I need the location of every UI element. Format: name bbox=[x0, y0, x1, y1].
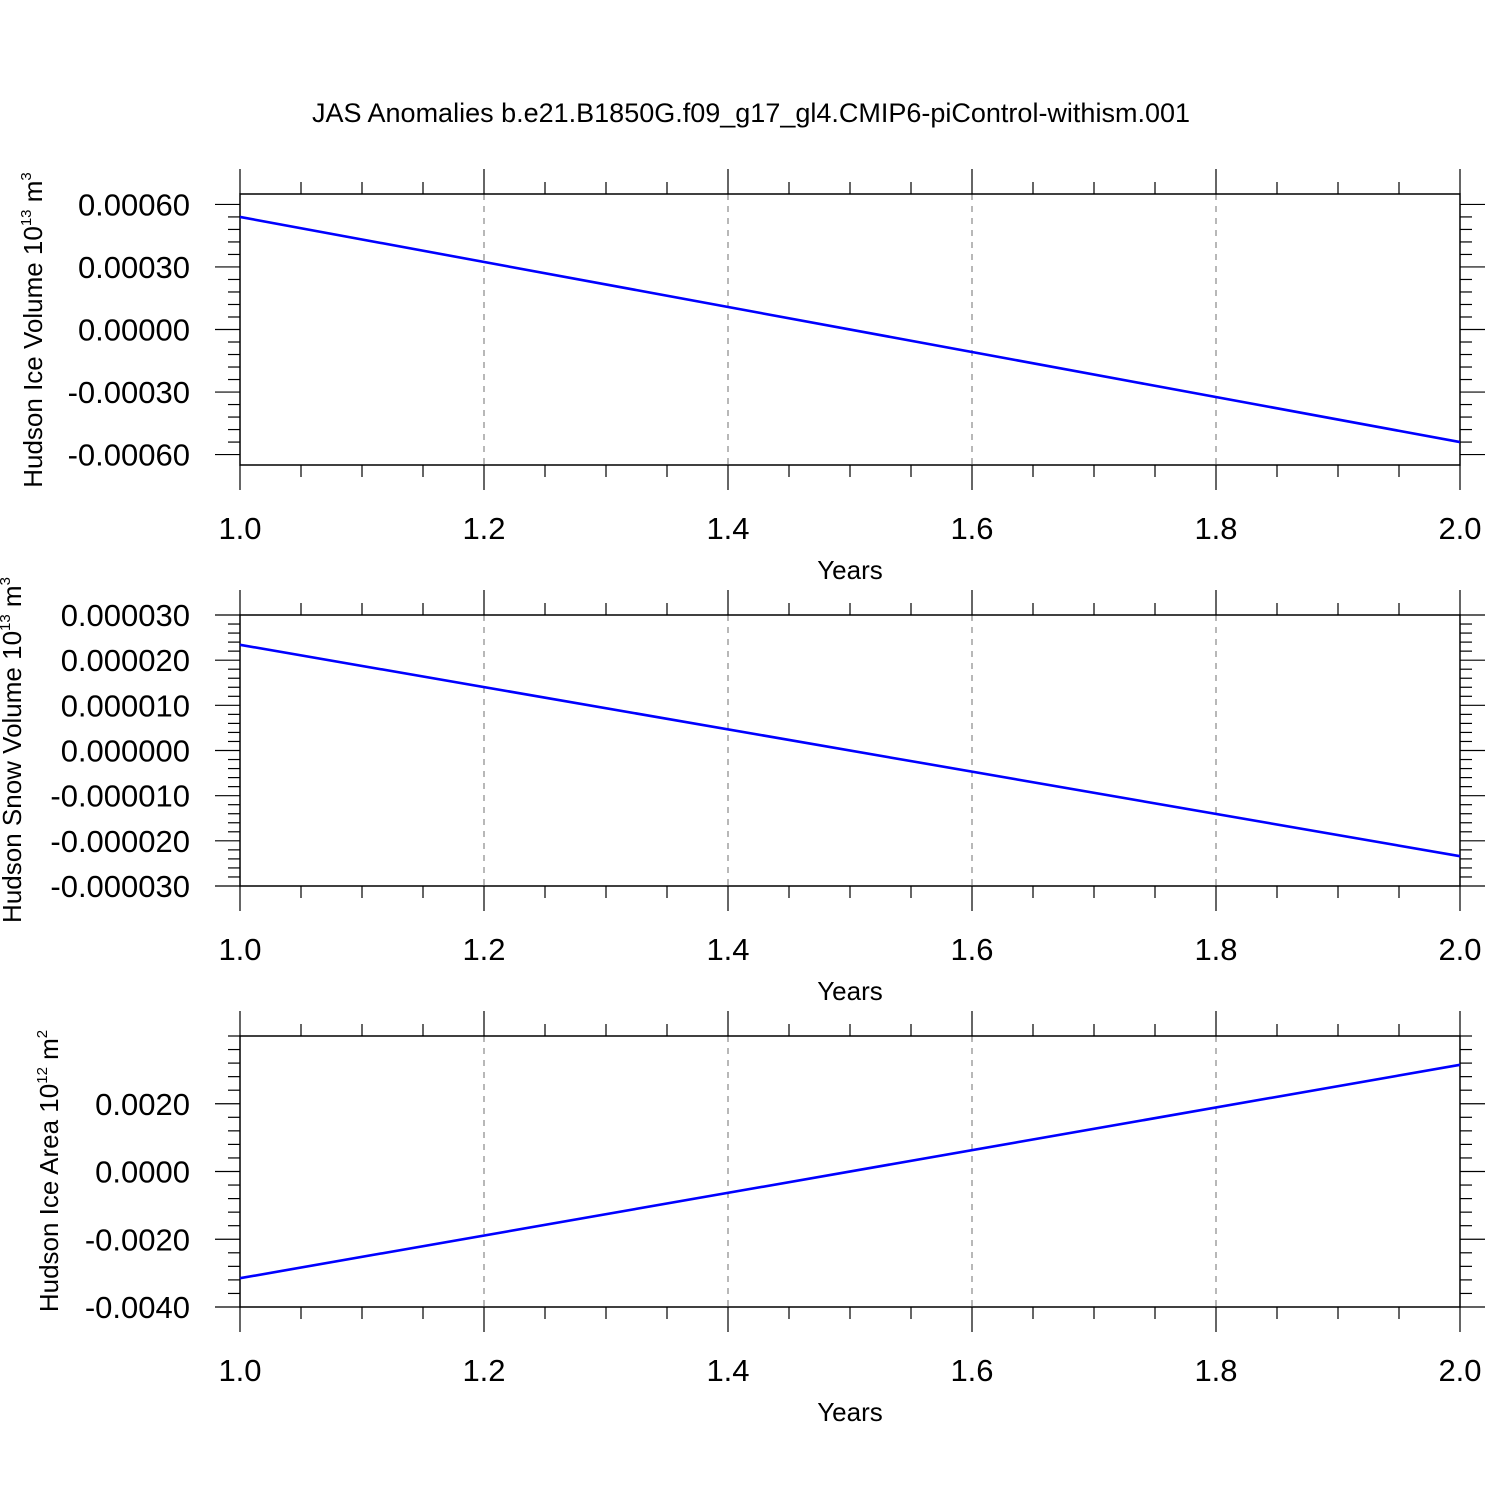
x-axis-label: Years bbox=[817, 976, 883, 1006]
x-tick-label: 1.4 bbox=[706, 1353, 749, 1388]
y-axis-label-text: Hudson Ice Area 10 bbox=[34, 1084, 64, 1312]
y-tick-label: -0.00060 bbox=[68, 438, 190, 473]
x-tick-label: 1.6 bbox=[950, 1353, 993, 1388]
x-tick-label: 2.0 bbox=[1438, 511, 1481, 546]
y-axis-label-unit: m bbox=[0, 585, 27, 614]
y-tick-label: 0.000010 bbox=[61, 688, 190, 723]
x-axis-label: Years bbox=[817, 1397, 883, 1427]
x-tick-label: 2.0 bbox=[1438, 932, 1481, 967]
y-tick-label: -0.000020 bbox=[50, 824, 190, 859]
panel-3: 1.0 1.2 1.4 1.6 1.8 2.0 Years 0.0020 0.0000 -0.00… bbox=[34, 1011, 1485, 1427]
x-tick-label: 1.2 bbox=[462, 932, 505, 967]
x-tick-label: 1.0 bbox=[218, 932, 261, 967]
x-tick-label: 1.2 bbox=[462, 1353, 505, 1388]
x-tick-label: 1.8 bbox=[1194, 511, 1237, 546]
y-axis-label: Hudson Ice Area 1012 m2 bbox=[34, 1030, 64, 1312]
y-axis-label-sup2: 3 bbox=[18, 172, 35, 180]
y-axis-label-sup1: 12 bbox=[34, 1067, 51, 1084]
x-tick-label: 1.6 bbox=[950, 932, 993, 967]
x-tick-label: 1.4 bbox=[706, 511, 749, 546]
y-tick-label: 0.000000 bbox=[61, 734, 190, 769]
y-tick-label: -0.00030 bbox=[68, 375, 190, 410]
x-tick-label: 1.2 bbox=[462, 511, 505, 546]
y-tick-label: -0.0040 bbox=[85, 1290, 190, 1325]
y-tick-label: -0.0020 bbox=[85, 1222, 190, 1257]
y-tick-label: -0.000030 bbox=[50, 869, 190, 904]
y-tick-label: 0.00000 bbox=[78, 313, 190, 348]
y-axis-label-unit: m bbox=[18, 181, 48, 210]
x-axis-label: Years bbox=[817, 555, 883, 585]
panel-2: 1.0 1.2 1.4 1.6 1.8 2.0 Years 0.000030 0.000020 0… bbox=[0, 577, 1485, 1006]
series-line bbox=[239, 215, 1461, 444]
y-axis-label-text: Hudson Snow Volume 10 bbox=[0, 631, 27, 923]
y-axis-label-text: Hudson Ice Volume 10 bbox=[18, 226, 48, 488]
y-tick-label: 0.0000 bbox=[95, 1155, 190, 1190]
x-tick-label: 1.8 bbox=[1194, 932, 1237, 967]
panel-1: 1.0 1.2 1.4 1.6 1.8 2.0 Years 0.00060 0.00030 0.0… bbox=[18, 169, 1485, 585]
y-axis-label-sup1: 13 bbox=[18, 209, 35, 226]
x-tick-label: 1.0 bbox=[218, 511, 261, 546]
series-line bbox=[239, 643, 1461, 858]
y-axis-label: Hudson Snow Volume 1013 m3 bbox=[0, 577, 27, 923]
x-tick-label: 1.8 bbox=[1194, 1353, 1237, 1388]
x-tick-label: 2.0 bbox=[1438, 1353, 1481, 1388]
figure-title: JAS Anomalies b.e21.B1850G.f09_g17_gl4.C… bbox=[312, 98, 1190, 128]
y-axis-label-unit: m bbox=[34, 1038, 64, 1067]
y-axis-label-sup2: 2 bbox=[34, 1030, 51, 1038]
x-tick-label: 1.4 bbox=[706, 932, 749, 967]
y-tick-label: -0.000010 bbox=[50, 779, 190, 814]
series-line bbox=[239, 1063, 1461, 1280]
y-axis-label-sup2: 3 bbox=[0, 577, 14, 585]
y-tick-label: 0.0020 bbox=[95, 1087, 190, 1122]
y-axis-label-sup1: 13 bbox=[0, 614, 14, 631]
y-tick-label: 0.00030 bbox=[78, 250, 190, 285]
y-tick-label: 0.000030 bbox=[61, 598, 190, 633]
y-tick-label: 0.000020 bbox=[61, 643, 190, 678]
x-tick-label: 1.6 bbox=[950, 511, 993, 546]
y-axis-label: Hudson Ice Volume 1013 m3 bbox=[18, 172, 48, 488]
y-tick-label: 0.00060 bbox=[78, 187, 190, 222]
x-tick-label: 1.0 bbox=[218, 1353, 261, 1388]
